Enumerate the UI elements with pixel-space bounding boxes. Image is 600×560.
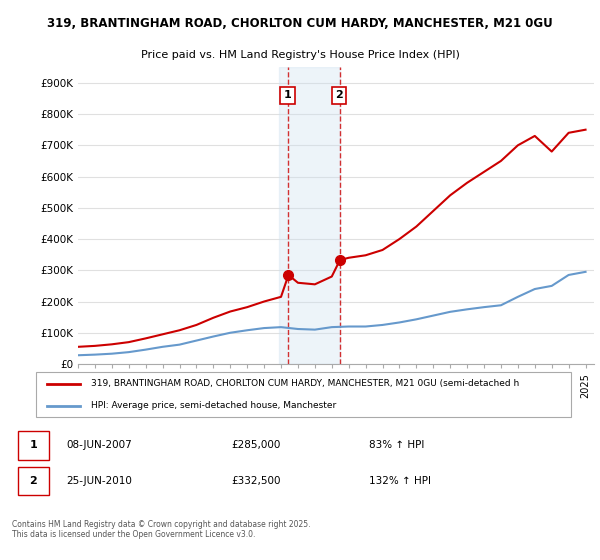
Text: 132% ↑ HPI: 132% ↑ HPI — [369, 476, 431, 486]
Text: 2: 2 — [335, 90, 343, 100]
Text: £332,500: £332,500 — [231, 476, 280, 486]
Text: Contains HM Land Registry data © Crown copyright and database right 2025.
This d: Contains HM Land Registry data © Crown c… — [12, 520, 311, 539]
Text: 1: 1 — [284, 90, 292, 100]
Text: 1: 1 — [29, 440, 37, 450]
FancyBboxPatch shape — [35, 372, 571, 418]
Text: 83% ↑ HPI: 83% ↑ HPI — [369, 440, 424, 450]
FancyBboxPatch shape — [18, 467, 49, 496]
Bar — [280, 67, 340, 364]
Text: 319, BRANTINGHAM ROAD, CHORLTON CUM HARDY, MANCHESTER, M21 0GU (semi-detached h: 319, BRANTINGHAM ROAD, CHORLTON CUM HARD… — [91, 379, 519, 388]
Text: HPI: Average price, semi-detached house, Manchester: HPI: Average price, semi-detached house,… — [91, 402, 336, 410]
FancyBboxPatch shape — [18, 431, 49, 460]
Text: 25-JUN-2010: 25-JUN-2010 — [67, 476, 133, 486]
Text: 08-JUN-2007: 08-JUN-2007 — [67, 440, 133, 450]
Text: 319, BRANTINGHAM ROAD, CHORLTON CUM HARDY, MANCHESTER, M21 0GU: 319, BRANTINGHAM ROAD, CHORLTON CUM HARD… — [47, 17, 553, 30]
Text: £285,000: £285,000 — [231, 440, 280, 450]
Text: 2: 2 — [29, 476, 37, 486]
Text: Price paid vs. HM Land Registry's House Price Index (HPI): Price paid vs. HM Land Registry's House … — [140, 50, 460, 60]
